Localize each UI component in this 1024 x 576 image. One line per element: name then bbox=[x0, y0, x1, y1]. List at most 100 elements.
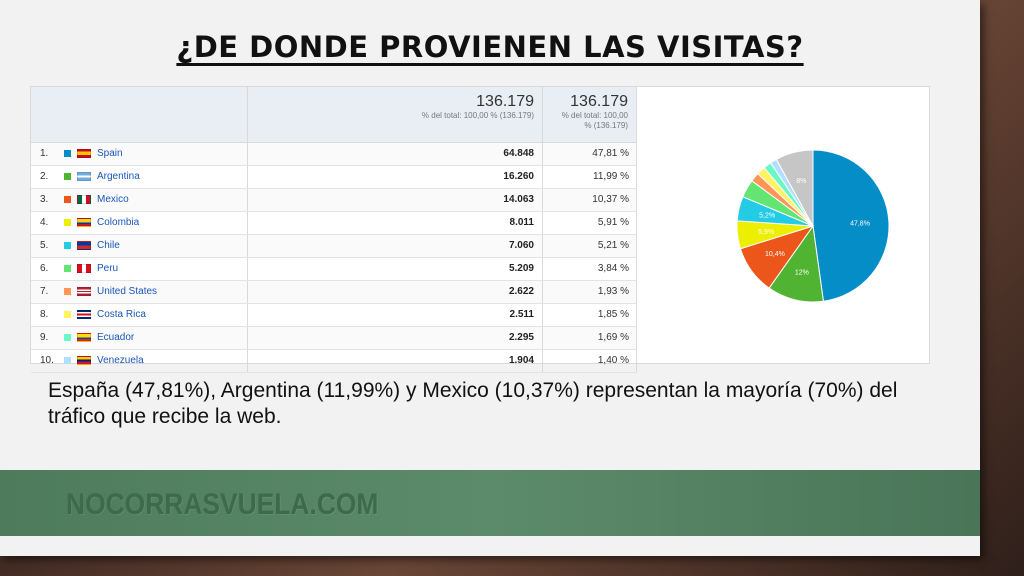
country-link[interactable]: Peru bbox=[97, 263, 119, 274]
table-row: 2. Argentina 16.260 11,99 % bbox=[31, 166, 637, 189]
header-sessions-cell: 136.179 % del total: 100,00 % (136.179) bbox=[248, 87, 543, 143]
row-rank: 1. bbox=[40, 148, 49, 159]
row-rank: 5. bbox=[40, 240, 49, 251]
pie-data-label: 47,8% bbox=[850, 220, 870, 227]
table-row: 10. Venezuela 1.904 1,40 % bbox=[31, 350, 637, 373]
percent-cell: 1,93 % bbox=[543, 281, 637, 303]
country-link[interactable]: Argentina bbox=[97, 171, 140, 182]
country-link[interactable]: Ecuador bbox=[97, 332, 135, 343]
sessions-total-subtitle: % del total: 100,00 % (136.179) bbox=[421, 111, 534, 120]
percent-value: 3,84 % bbox=[597, 263, 629, 274]
dimension-cell: 7. United States bbox=[31, 281, 248, 303]
series-color-swatch bbox=[64, 242, 71, 249]
country-link[interactable]: United States bbox=[97, 286, 158, 297]
percent-cell: 3,84 % bbox=[543, 258, 637, 280]
country-flag-icon bbox=[77, 264, 91, 273]
sessions-value: 7.060 bbox=[508, 240, 534, 251]
table-row: 1. Spain 64.848 47,81 % bbox=[31, 143, 637, 166]
country-flag-icon bbox=[77, 195, 91, 204]
percent-cell: 1,40 % bbox=[543, 350, 637, 372]
series-color-swatch bbox=[64, 265, 71, 272]
pie-slice-spain[interactable] bbox=[812, 149, 890, 302]
country-link[interactable]: Colombia bbox=[97, 217, 140, 228]
percent-cell: 10,37 % bbox=[543, 189, 637, 211]
dimension-cell: 10. Venezuela bbox=[31, 350, 248, 372]
country-flag-icon bbox=[77, 172, 91, 181]
table-row: 4. Colombia 8.011 5,91 % bbox=[31, 212, 637, 235]
sessions-value: 64.848 bbox=[503, 148, 534, 159]
dimension-cell: 4. Colombia bbox=[31, 212, 248, 234]
pie-data-label: 10,4% bbox=[765, 251, 785, 258]
percent-total-subtitle: % del total: 100,00 % (136.179) bbox=[561, 111, 628, 130]
country-link[interactable]: Venezuela bbox=[97, 355, 144, 366]
dimension-cell: 6. Peru bbox=[31, 258, 248, 280]
row-rank: 10. bbox=[40, 355, 54, 366]
series-color-swatch bbox=[64, 196, 71, 203]
row-rank: 6. bbox=[40, 263, 49, 274]
series-color-swatch bbox=[64, 173, 71, 180]
dimension-cell: 5. Chile bbox=[31, 235, 248, 257]
slide-title: ¿DE DONDE PROVIENEN LAS VISITAS? bbox=[0, 30, 980, 64]
sessions-value: 1.904 bbox=[508, 355, 534, 366]
series-color-swatch bbox=[64, 334, 71, 341]
series-color-swatch bbox=[64, 357, 71, 364]
header-dimension-cell bbox=[31, 87, 248, 143]
country-flag-icon bbox=[77, 218, 91, 227]
slide: ¿DE DONDE PROVIENEN LAS VISITAS? 136.179… bbox=[0, 0, 980, 556]
percent-value: 5,91 % bbox=[597, 217, 629, 228]
dimension-cell: 8. Costa Rica bbox=[31, 304, 248, 326]
series-color-swatch bbox=[64, 311, 71, 318]
sessions-value: 8.011 bbox=[509, 217, 534, 228]
table-row: 7. United States 2.622 1,93 % bbox=[31, 281, 637, 304]
footer-band: NOCORRASVUELA.COM bbox=[0, 470, 980, 536]
row-rank: 7. bbox=[40, 286, 49, 297]
percent-cell: 5,91 % bbox=[543, 212, 637, 234]
table-row: 9. Ecuador 2.295 1,69 % bbox=[31, 327, 637, 350]
row-rank: 9. bbox=[40, 332, 49, 343]
sessions-cell: 5.209 bbox=[248, 258, 543, 280]
country-link[interactable]: Spain bbox=[97, 148, 123, 159]
row-rank: 2. bbox=[40, 171, 49, 182]
sessions-value: 2.295 bbox=[508, 332, 534, 343]
country-flag-icon bbox=[77, 149, 91, 158]
country-flag-icon bbox=[77, 356, 91, 365]
percent-value: 1,93 % bbox=[597, 286, 629, 297]
dimension-cell: 9. Ecuador bbox=[31, 327, 248, 349]
percent-value: 47,81 % bbox=[592, 148, 629, 159]
table-row: 6. Peru 5.209 3,84 % bbox=[31, 258, 637, 281]
country-link[interactable]: Costa Rica bbox=[97, 309, 146, 320]
percent-cell: 1,85 % bbox=[543, 304, 637, 326]
sessions-cell: 1.904 bbox=[248, 350, 543, 372]
percent-total: 136.179 bbox=[570, 93, 628, 110]
country-table: 1. Spain 64.848 47,81 % 2. Argentina 16.… bbox=[31, 143, 637, 373]
country-flag-icon bbox=[77, 310, 91, 319]
percent-cell: 47,81 % bbox=[543, 143, 637, 165]
footer-site-name: NOCORRASVUELA.COM bbox=[66, 488, 379, 521]
table-row: 8. Costa Rica 2.511 1,85 % bbox=[31, 304, 637, 327]
sessions-value: 14.063 bbox=[503, 194, 534, 205]
series-color-swatch bbox=[64, 219, 71, 226]
sessions-cell: 16.260 bbox=[248, 166, 543, 188]
percent-cell: 1,69 % bbox=[543, 327, 637, 349]
series-color-swatch bbox=[64, 150, 71, 157]
pie-data-label: 5,9% bbox=[758, 229, 774, 236]
percent-value: 5,21 % bbox=[597, 240, 629, 251]
row-rank: 3. bbox=[40, 194, 49, 205]
sessions-value: 5.209 bbox=[508, 263, 534, 274]
country-flag-icon bbox=[77, 241, 91, 250]
percent-value: 1,85 % bbox=[597, 309, 629, 320]
dimension-cell: 1. Spain bbox=[31, 143, 248, 165]
row-rank: 4. bbox=[40, 217, 49, 228]
pie-data-label: 5,2% bbox=[759, 213, 775, 220]
pie-slice-other[interactable] bbox=[775, 149, 814, 227]
analytics-report: 136.179 % del total: 100,00 % (136.179) … bbox=[30, 86, 930, 373]
dimension-cell: 3. Mexico bbox=[31, 189, 248, 211]
country-link[interactable]: Mexico bbox=[97, 194, 129, 205]
country-link[interactable]: Chile bbox=[97, 240, 120, 251]
pie-chart-area: 47,8% 12% 10,4% 5,9% 5,2% 8% bbox=[637, 87, 929, 363]
percent-value: 11,99 % bbox=[593, 171, 629, 182]
sessions-total: 136.179 bbox=[476, 93, 534, 110]
slide-caption: España (47,81%), Argentina (11,99%) y Me… bbox=[48, 379, 898, 428]
percent-cell: 11,99 % bbox=[543, 166, 637, 188]
percent-value: 1,40 % bbox=[597, 355, 629, 366]
